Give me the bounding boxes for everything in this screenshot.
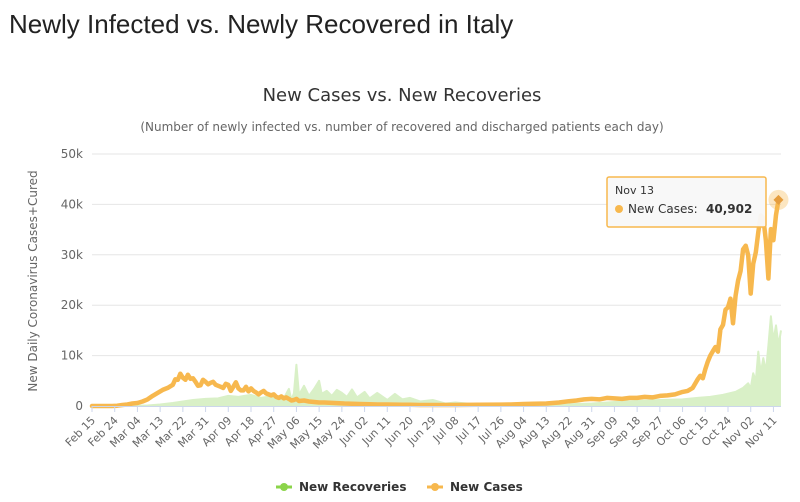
series-layer [89,197,782,409]
legend-label-new-cases: New Cases [450,480,523,494]
legend-marker-new-cases [431,483,439,491]
tooltip-box [606,176,767,228]
legend-item-new-cases[interactable]: New Cases [427,480,523,494]
chart-subtitle: (Number of newly infected vs. number of … [140,120,663,134]
series-line-new-recoveries [92,315,782,407]
tooltip-date: Nov 13 [615,184,654,197]
chart-title: New Cases vs. New Recoveries [263,85,542,106]
x-tick-label: Jul 17 [453,414,485,446]
legend-marker-new-recoveries [280,483,288,491]
y-tick-label-50k: 50k [61,147,83,161]
legend-label-new-recoveries: New Recoveries [299,480,406,494]
y-axis-label: New Daily Coronavirus Cases+Cured [26,170,40,391]
tooltip-series-marker [615,205,623,213]
x-tick-label: Jul 08 [430,414,462,446]
page-title: Newly Infected vs. Newly Recovered in It… [9,9,514,39]
tooltip-value: 40,902 [706,202,752,216]
y-tick-label-30k: 30k [61,248,83,262]
y-tick-label-10k: 10k [61,349,83,363]
tooltip-point-marker [773,194,784,205]
legend-item-new-recoveries[interactable]: New Recoveries [276,480,406,494]
y-tick-label-40k: 40k [61,197,83,211]
legend: New Recoveries New Cases [276,480,523,494]
tooltip-series-label: New Cases: [628,202,698,216]
y-axis-ticks: 0 10k 20k 30k 40k 50k [61,147,83,413]
y-tick-label-0: 0 [75,399,83,413]
y-tick-label-20k: 20k [61,298,83,312]
tooltip: Nov 13 New Cases: 40,902 [606,176,789,228]
series-line-new-cases [89,197,781,409]
